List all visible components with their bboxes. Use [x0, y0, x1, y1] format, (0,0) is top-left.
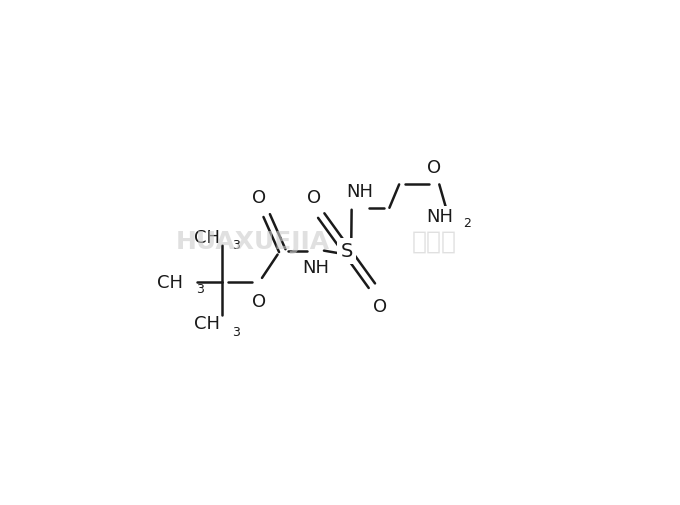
Text: NH: NH: [426, 207, 454, 225]
Text: S: S: [341, 242, 353, 261]
Text: CH: CH: [194, 314, 220, 332]
Text: 2: 2: [464, 217, 471, 230]
Text: CH: CH: [157, 273, 183, 291]
Text: 3: 3: [232, 238, 239, 251]
Text: HUAXUEJIA: HUAXUEJIA: [176, 229, 330, 254]
Text: 3: 3: [197, 283, 205, 296]
Text: O: O: [252, 188, 266, 207]
Text: O: O: [307, 188, 321, 207]
Text: 3: 3: [232, 326, 239, 338]
Text: CH: CH: [194, 229, 220, 246]
Text: NH: NH: [347, 183, 374, 200]
Text: O: O: [252, 292, 266, 310]
Text: 化学加: 化学加: [411, 229, 457, 254]
Text: O: O: [427, 159, 441, 176]
Text: O: O: [373, 297, 388, 315]
Text: NH: NH: [302, 259, 329, 277]
